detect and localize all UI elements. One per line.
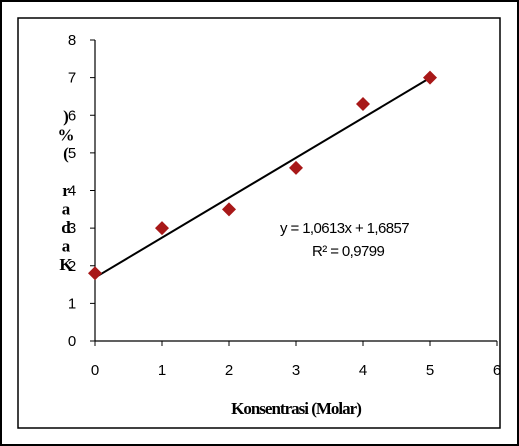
data-point <box>423 70 437 85</box>
x-tick-label: 3 <box>292 362 300 379</box>
y-axis-label-char: K <box>59 255 73 274</box>
data-point <box>289 160 303 175</box>
data-point <box>222 202 236 217</box>
x-tick-label: 5 <box>426 362 434 379</box>
y-axis-label-char: d <box>61 218 71 237</box>
x-tick-label: 4 <box>359 362 367 379</box>
y-tick-label: 5 <box>68 145 76 162</box>
trendline <box>94 77 431 279</box>
y-tick-label: 1 <box>68 295 76 312</box>
y-axis-label-char: r <box>62 181 70 200</box>
y-tick-label: 7 <box>68 70 76 87</box>
y-tick-label: 3 <box>68 220 76 237</box>
y-axis-label-char: % <box>58 126 75 145</box>
y-axis-label-char: a <box>62 237 71 256</box>
trendline-equation: y = 1,0613x + 1,6857 <box>280 220 409 237</box>
plot-frame <box>17 17 501 429</box>
y-axis-label-char: a <box>62 200 71 219</box>
x-axis-label: Konsentrasi (Molar) <box>231 399 361 418</box>
x-tick-label: 0 <box>91 362 99 379</box>
y-ticks: 0 1 2 3 4 5 6 7 8 <box>68 32 95 350</box>
x-tick-label: 1 <box>158 362 166 379</box>
y-tick-label: 2 <box>68 258 76 275</box>
y-tick-label: 6 <box>68 107 76 124</box>
x-tick-label: 2 <box>225 362 233 379</box>
trendline-r2: R² = 0,9799 <box>312 243 384 260</box>
y-axis-label-char: ) <box>63 107 69 126</box>
x-tick-label: 6 <box>493 362 501 379</box>
y-tick-label: 8 <box>68 32 76 49</box>
y-tick-label: 4 <box>68 183 76 200</box>
data-point <box>155 221 169 236</box>
data-point <box>356 96 370 111</box>
data-point <box>88 266 102 281</box>
data-points <box>88 70 437 281</box>
y-tick-label: 0 <box>68 333 76 350</box>
y-axis-label-char: ( <box>63 144 69 163</box>
x-ticks: 0 1 2 3 4 5 6 <box>91 341 501 379</box>
